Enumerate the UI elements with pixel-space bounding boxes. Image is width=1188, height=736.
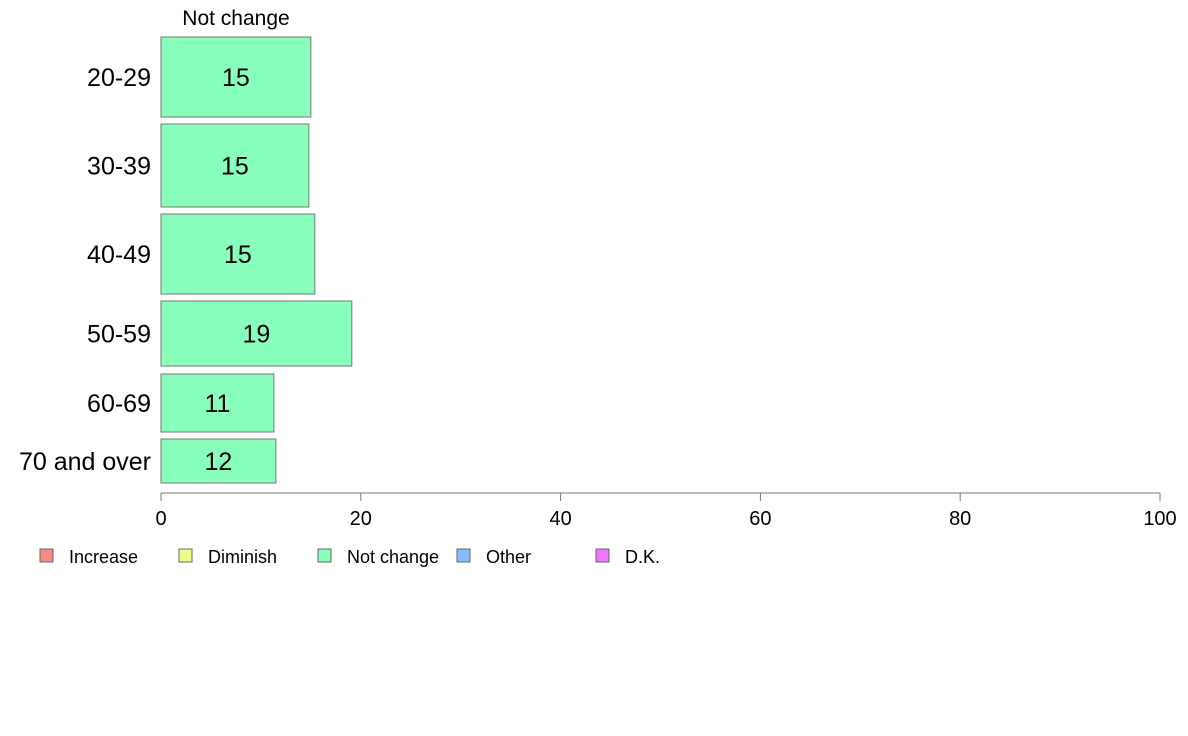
category-label: 50-59 <box>87 321 151 349</box>
legend-swatch <box>317 548 332 563</box>
series-title: Not change <box>182 7 289 30</box>
legend-swatch <box>39 548 54 563</box>
category-label: 20-29 <box>87 64 151 92</box>
legend-item: Increase <box>39 547 138 567</box>
legend-label: Increase <box>69 547 138 567</box>
x-tick-label: 40 <box>549 508 571 530</box>
legend-swatch <box>456 548 471 563</box>
x-tick-label: 60 <box>749 508 771 530</box>
bar <box>160 373 275 433</box>
x-tick-label: 20 <box>350 508 372 530</box>
legend-label: Other <box>486 547 531 567</box>
bars: 20-29 15 30-39 15 40-49 15 50-59 19 60-69 11 70 an… <box>19 36 353 484</box>
x-tick-label: 0 <box>155 508 166 530</box>
x-tick-label: 100 <box>1143 508 1176 530</box>
legend-label: Diminish <box>208 547 277 567</box>
value-label: 19 <box>242 321 270 349</box>
value-label: 12 <box>205 448 233 476</box>
legend-swatch <box>178 548 193 563</box>
legend-item: Not change <box>317 547 439 567</box>
bar <box>160 213 316 295</box>
bar <box>160 300 353 367</box>
value-label: 15 <box>221 153 249 181</box>
legend-swatch <box>595 548 610 563</box>
category-label: 60-69 <box>87 390 151 418</box>
value-label: 11 <box>204 390 230 418</box>
bar <box>160 36 312 118</box>
value-label: 15 <box>224 241 252 269</box>
value-label: 15 <box>222 64 250 92</box>
legend-item: Other <box>456 547 531 567</box>
legend-item: Diminish <box>178 547 277 567</box>
category-label: 40-49 <box>87 241 151 269</box>
legend-label: Not change <box>347 547 439 567</box>
x-axis: 0 20 40 60 80 100 <box>155 492 1177 530</box>
legend: Increase Diminish Not change Other D.K. <box>39 547 660 567</box>
category-label: 70 and over <box>19 448 151 476</box>
bar <box>160 438 277 484</box>
legend-item: D.K. <box>595 547 660 567</box>
bar <box>160 123 310 208</box>
category-label: 30-39 <box>87 153 151 181</box>
legend-label: D.K. <box>625 547 660 567</box>
x-tick-label: 80 <box>949 508 971 530</box>
